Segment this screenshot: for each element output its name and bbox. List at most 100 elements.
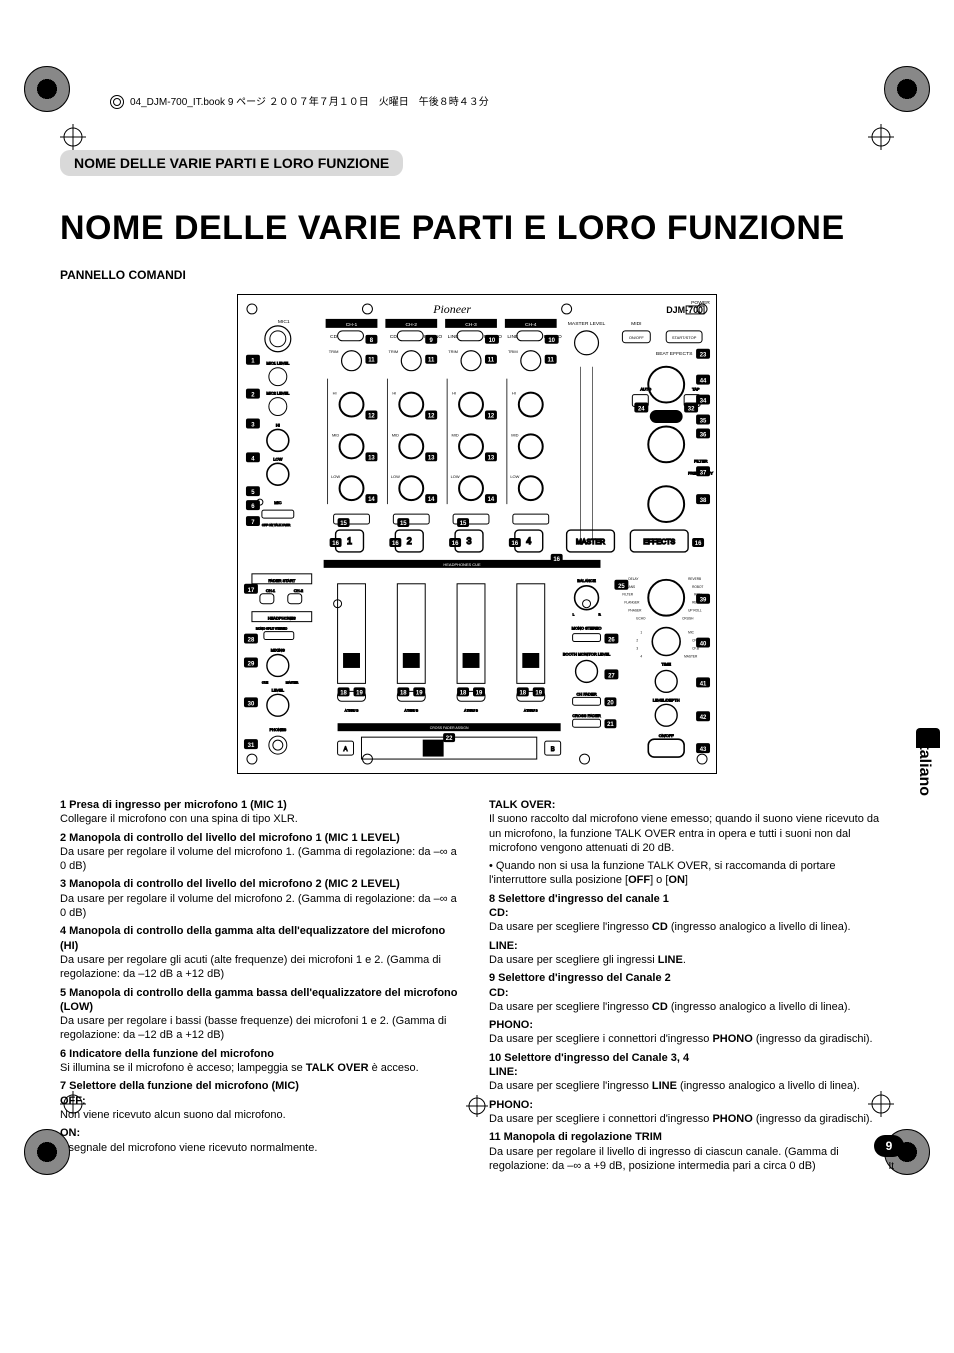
svg-text:LOW: LOW — [451, 474, 460, 479]
svg-text:HEADPHONES CUE: HEADPHONES CUE — [443, 562, 481, 567]
svg-text:UP ROLL: UP ROLL — [688, 609, 702, 613]
svg-text:EFFECTS: EFFECTS — [643, 539, 675, 546]
description-columns: 1 Presa di ingresso per microfono 1 (MIC… — [60, 798, 894, 1177]
svg-text:10: 10 — [548, 338, 555, 344]
svg-text:MASTER: MASTER — [684, 654, 698, 658]
svg-text:41: 41 — [700, 681, 707, 687]
language-side-tab: Italiano — [913, 740, 934, 796]
svg-text:FLANGER: FLANGER — [624, 601, 640, 605]
talkover-label: TALK OVER: — [489, 798, 894, 812]
svg-text:32: 32 — [688, 406, 695, 412]
svg-text:37: 37 — [700, 470, 707, 476]
header-meta-text: 04_DJM-700_IT.book 9 ページ ２００７年７月１０日 火曜日 … — [130, 96, 489, 109]
crop-target-tr — [868, 124, 894, 150]
svg-text:44: 44 — [700, 379, 707, 385]
item-9-head: 9 Selettore d'ingresso del Canale 2 — [489, 971, 894, 985]
svg-text:MID: MID — [511, 432, 518, 437]
svg-text:ROBOT: ROBOT — [692, 585, 703, 589]
crop-target-tl — [60, 124, 86, 150]
svg-text:31: 31 — [248, 743, 255, 749]
item-8-head: 8 Selettore d'ingresso del canale 1 — [489, 892, 894, 906]
print-header-meta: 04_DJM-700_IT.book 9 ページ ２００７年７月１０日 火曜日 … — [110, 95, 489, 109]
svg-text:TIME: TIME — [661, 661, 671, 666]
svg-text:ON/OFF: ON/OFF — [629, 335, 645, 340]
svg-text:BOOTH MONITOR LEVEL: BOOTH MONITOR LEVEL — [563, 651, 611, 656]
item-10-phono-body: Da usare per scegliere i connettori d'in… — [489, 1112, 894, 1126]
svg-text:18: 18 — [400, 690, 407, 696]
crop-target-bl — [60, 1091, 86, 1117]
item-7-off-body: Non viene ricevuto alcun suono dal micro… — [60, 1108, 465, 1122]
svg-text:CH-2: CH-2 — [405, 322, 417, 328]
item-8-line-body: Da usare per scegliere gli ingressi LINE… — [489, 953, 894, 967]
svg-text:MONO SPLIT STEREO: MONO SPLIT STEREO — [256, 627, 288, 631]
svg-text:12: 12 — [428, 413, 435, 419]
svg-text:FADER START: FADER START — [268, 578, 296, 583]
item-7-on-label: ON: — [60, 1126, 465, 1140]
svg-text:15: 15 — [400, 521, 407, 527]
svg-text:CD: CD — [330, 334, 338, 340]
svg-text:LOW: LOW — [391, 474, 400, 479]
svg-text:30: 30 — [248, 701, 255, 707]
svg-text:38: 38 — [700, 498, 707, 504]
svg-text:18: 18 — [519, 690, 526, 696]
svg-text:MIXING: MIXING — [271, 647, 285, 652]
book-icon — [110, 95, 124, 109]
svg-text:FILTER: FILTER — [622, 593, 633, 597]
svg-text:CH-2: CH-2 — [294, 588, 303, 593]
registration-mark-tr — [884, 66, 930, 112]
svg-text:MIDI: MIDI — [631, 321, 642, 327]
svg-text:19: 19 — [356, 690, 363, 696]
item-9-cd-label: CD: — [489, 986, 894, 1000]
svg-text:START/STOP: START/STOP — [672, 335, 697, 340]
svg-text:24: 24 — [638, 406, 645, 412]
svg-text:26: 26 — [608, 638, 615, 644]
svg-text:CH FADER: CH FADER — [577, 691, 597, 696]
svg-text:28: 28 — [248, 638, 255, 644]
svg-text:L: L — [573, 613, 575, 617]
svg-text:13: 13 — [428, 455, 435, 461]
svg-text:14: 14 — [368, 497, 375, 503]
page-number-badge: 9 — [874, 1135, 904, 1157]
svg-text:LEVEL/DEPTH: LEVEL/DEPTH — [653, 697, 680, 702]
svg-text:MID: MID — [451, 432, 458, 437]
svg-text:TRIM: TRIM — [329, 349, 339, 354]
page-language-code: It — [888, 1160, 894, 1173]
svg-text:TRIM: TRIM — [508, 349, 518, 354]
svg-text:ON/OFF: ON/OFF — [659, 733, 675, 738]
svg-text:34: 34 — [700, 399, 707, 405]
svg-text:MASTER LEVEL: MASTER LEVEL — [568, 321, 606, 327]
svg-text:1: 1 — [347, 536, 352, 546]
svg-text:HI: HI — [452, 391, 456, 396]
svg-text:CRUSH: CRUSH — [682, 617, 694, 621]
section-heading-bar: NOME DELLE VARIE PARTI E LORO FUNZIONE — [60, 150, 403, 176]
svg-text:25: 25 — [618, 584, 625, 590]
svg-text:16: 16 — [553, 557, 560, 563]
svg-text:A THRU B: A THRU B — [404, 708, 418, 712]
svg-text:11: 11 — [548, 358, 555, 364]
svg-text:17: 17 — [248, 588, 255, 594]
svg-text:10: 10 — [489, 338, 496, 344]
svg-text:TRIM: TRIM — [388, 349, 398, 354]
item-10-line-body: Da usare per scegliere l'ingresso LINE (… — [489, 1079, 894, 1093]
svg-text:MIC1 LEVEL: MIC1 LEVEL — [266, 361, 290, 366]
svg-text:LOW: LOW — [273, 456, 282, 461]
svg-text:TAP: TAP — [692, 387, 700, 392]
registration-mark-bl — [24, 1129, 70, 1175]
svg-text:18: 18 — [460, 690, 467, 696]
svg-text:LOW: LOW — [331, 474, 340, 479]
svg-text:13: 13 — [488, 455, 495, 461]
item-2-head: 2 Manopola di controllo del livello del … — [60, 831, 465, 845]
svg-text:11: 11 — [488, 358, 495, 364]
svg-text:R: R — [598, 613, 600, 617]
svg-text:2: 2 — [407, 536, 412, 546]
svg-text:BALANCE: BALANCE — [577, 578, 596, 583]
svg-text:16: 16 — [695, 541, 702, 547]
item-9-phono-label: PHONO: — [489, 1018, 894, 1032]
svg-text:CUE: CUE — [262, 680, 268, 684]
svg-text:CROSS FADER ASSIGN: CROSS FADER ASSIGN — [430, 726, 469, 730]
item-4-body: Da usare per regolare gli acuti (alte fr… — [60, 953, 465, 982]
svg-text:HI: HI — [512, 391, 516, 396]
talkover-body: Il suono raccolto dal microfono viene em… — [489, 812, 894, 855]
svg-text:A THRU B: A THRU B — [345, 708, 359, 712]
item-5-head: 5 Manopola di controllo della gamma bass… — [60, 986, 465, 1015]
